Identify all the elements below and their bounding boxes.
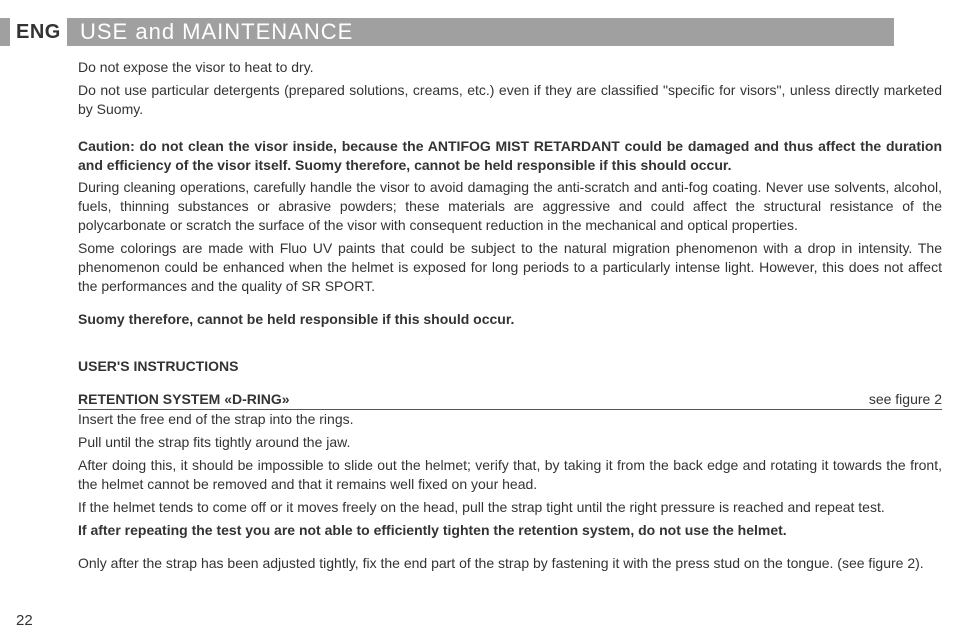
retention-p2: Pull until the strap fits tightly around… <box>78 433 942 452</box>
instructions-heading: USER'S INSTRUCTIONS <box>78 357 942 376</box>
body-text: Do not expose the visor to heat to dry. … <box>78 58 942 577</box>
caution-bold: Caution: do not clean the visor inside, … <box>78 137 942 175</box>
language-label: ENG <box>10 18 67 46</box>
retention-p4: If the helmet tends to come off or it mo… <box>78 498 942 517</box>
caution-p2: Some colorings are made with Fluo UV pai… <box>78 239 942 296</box>
retention-p1: Insert the free end of the strap into th… <box>78 410 942 429</box>
retention-p5: Only after the strap has been adjusted t… <box>78 554 942 573</box>
header-bar: USE and MAINTENANCE <box>0 18 894 46</box>
retention-p3: After doing this, it should be impossibl… <box>78 456 942 494</box>
page-number: 22 <box>16 612 33 629</box>
retention-heading-row: RETENTION SYSTEM «D-RING» see figure 2 <box>78 390 942 411</box>
header-title: USE and MAINTENANCE <box>80 19 353 45</box>
see-figure: see figure 2 <box>869 390 942 409</box>
responsibility-line: Suomy therefore, cannot be held responsi… <box>78 310 942 329</box>
retention-bold: If after repeating the test you are not … <box>78 521 942 540</box>
intro-line-1: Do not expose the visor to heat to dry. <box>78 58 942 77</box>
retention-title: RETENTION SYSTEM «D-RING» <box>78 390 290 409</box>
intro-line-2: Do not use particular detergents (prepar… <box>78 81 942 119</box>
page-content: USE and MAINTENANCE ENG Do not expose th… <box>0 0 954 637</box>
caution-p1: During cleaning operations, carefully ha… <box>78 178 942 235</box>
